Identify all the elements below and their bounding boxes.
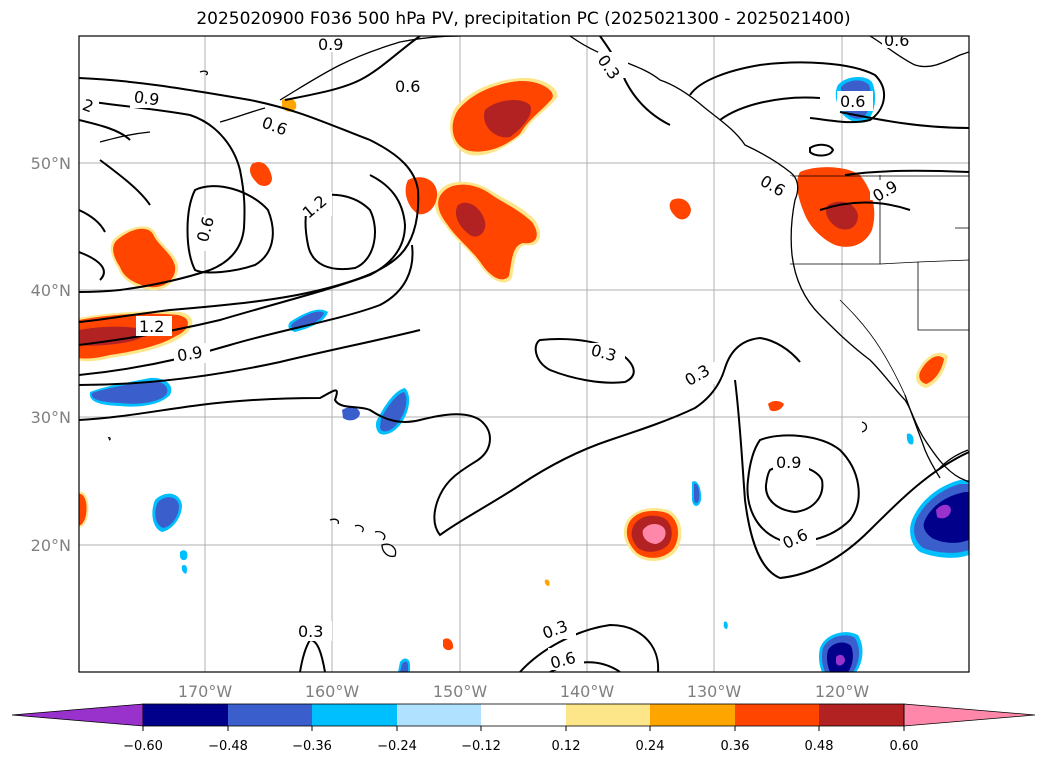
colorbar-swatch — [735, 704, 819, 726]
precip-blob — [342, 407, 360, 421]
precip-blob — [906, 433, 914, 445]
borders — [790, 175, 969, 396]
precip-blob — [79, 493, 87, 526]
precip-blob — [79, 326, 146, 346]
colorbar-tick-label: 0.48 — [805, 739, 834, 754]
precip-blob — [155, 497, 179, 528]
lat-tick-label: 50°N — [31, 154, 71, 173]
lat-tick-label: 20°N — [31, 536, 71, 555]
colorbar-tick-label: −0.12 — [461, 739, 501, 754]
coastlines — [99, 36, 969, 558]
colorbar-swatch — [143, 704, 228, 726]
precip-blob — [250, 161, 272, 186]
precip-blob — [768, 401, 784, 412]
precip-blob — [405, 177, 438, 215]
lat-tick-label: 30°N — [31, 408, 71, 427]
precip-blob — [113, 228, 176, 288]
lon-tick-label: 170°W — [178, 682, 233, 701]
colorbar-swatch — [566, 704, 650, 726]
colorbar-swatch — [397, 704, 481, 726]
precip-blob — [455, 202, 486, 237]
precip-blob — [836, 654, 845, 666]
colorbar-min-extend — [11, 703, 144, 727]
map-title: 2025020900 F036 500 hPa PV, precipitatio… — [196, 9, 851, 29]
precip-blob — [181, 564, 188, 574]
contour-labels: 0.9 0.6 0.3 0.6 0.9 0.6 0.6 1.2 0.6 1.2 … — [79, 31, 918, 672]
lon-tick-label: 120°W — [815, 682, 870, 701]
colorbar-tick-label: 0.24 — [636, 739, 665, 754]
map-frame — [78, 35, 970, 673]
precip-blob — [291, 311, 324, 329]
lat-tick-label: 40°N — [31, 281, 71, 300]
precip-blob — [400, 661, 408, 672]
colorbar-tick-label: −0.24 — [377, 739, 417, 754]
contour-label: 0.6 — [395, 77, 420, 96]
colorbar: −0.60 −0.48 −0.36 −0.24 −0.12 0.12 0.24 … — [11, 703, 1036, 754]
precip-blob — [923, 492, 969, 543]
precip-blob — [443, 638, 454, 651]
precip-blob — [936, 504, 951, 519]
lon-tick-labels: 170°W 160°W 150°W 140°W 130°W 120°W — [178, 682, 870, 701]
contour-label: 0.9 — [133, 87, 161, 109]
precip-blob — [544, 579, 550, 586]
colorbar-swatch — [819, 704, 904, 726]
precip-blob — [826, 201, 858, 230]
precip-blob — [91, 380, 168, 404]
precip-blob — [694, 483, 700, 504]
colorbar-swatch — [650, 704, 735, 726]
colorbar-tick-label: −0.48 — [208, 739, 248, 754]
colorbar-tick-label: 0.36 — [721, 739, 750, 754]
precip-blob — [380, 392, 407, 432]
colorbar-swatch — [312, 704, 397, 726]
colorbar-tick-label: −0.36 — [292, 739, 332, 754]
contour-label: 1.2 — [139, 317, 164, 336]
colorbar-swatch — [228, 704, 312, 726]
colorbar-tick-label: 0.60 — [890, 739, 919, 754]
colorbar-ticks — [142, 726, 905, 731]
contour-label: 0.9 — [176, 342, 204, 365]
precip-blob — [723, 621, 728, 629]
colorbar-max-extend — [903, 703, 1036, 727]
colorbar-tick-label: −0.60 — [123, 739, 163, 754]
lat-tick-labels: 50°N 40°N 30°N 20°N — [31, 154, 71, 555]
colorbar-tick-label: 0.12 — [552, 739, 581, 754]
lon-tick-label: 130°W — [687, 682, 742, 701]
pv-contours — [79, 36, 969, 672]
lon-tick-label: 140°W — [560, 682, 615, 701]
precip-blob — [484, 99, 531, 138]
contour-label: 0.3 — [298, 622, 323, 641]
precip-blob — [919, 356, 944, 384]
colorbar-swatch — [481, 704, 566, 726]
contour-label: 0.9 — [318, 35, 343, 54]
precip-blob — [180, 550, 188, 561]
precip-blob — [669, 198, 691, 220]
precip-blob — [642, 524, 666, 544]
contour-label: 0.6 — [884, 31, 909, 50]
lon-tick-label: 160°W — [305, 682, 360, 701]
lon-tick-label: 150°W — [433, 682, 488, 701]
contour-label: 0.9 — [776, 453, 801, 472]
contour-label: 0.6 — [840, 92, 865, 111]
